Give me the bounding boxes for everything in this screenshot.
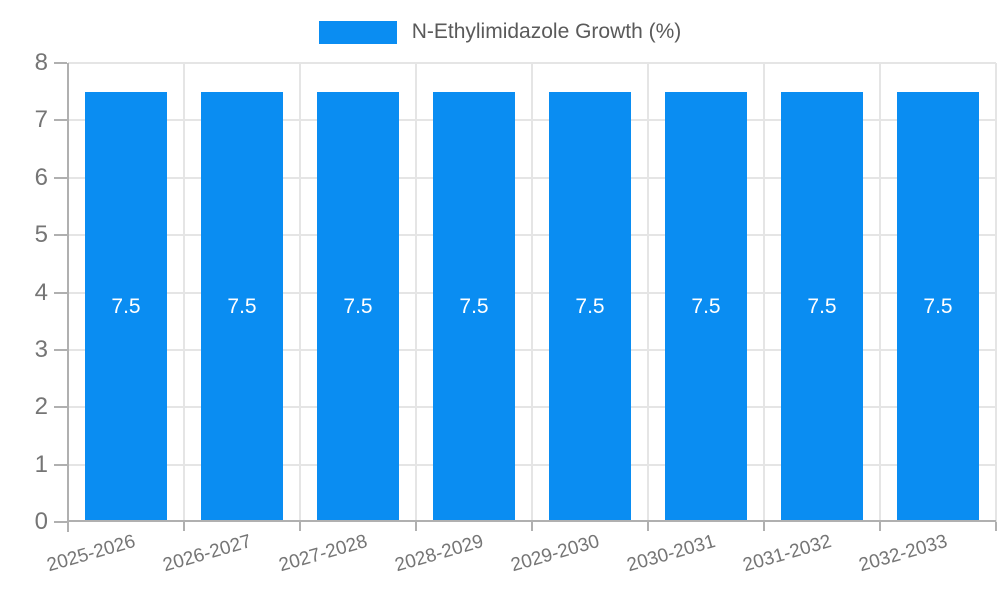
x-tick-mark xyxy=(67,522,69,531)
y-tick-label: 8 xyxy=(34,49,48,76)
y-tick-label: 3 xyxy=(34,335,48,363)
y-tick-label: 7 xyxy=(34,106,48,134)
v-gridline xyxy=(531,63,533,522)
x-tick-mark xyxy=(647,522,649,531)
bar-value-label: 7.5 xyxy=(343,294,373,318)
legend-label: N-Ethylimidazole Growth (%) xyxy=(411,20,682,43)
x-axis-line xyxy=(68,520,996,522)
y-tick-label: 4 xyxy=(34,278,48,306)
bar-value-label: 7.5 xyxy=(923,294,953,318)
v-gridline xyxy=(763,63,765,522)
bar[interactable]: 7.5 xyxy=(549,91,631,522)
bar[interactable]: 7.5 xyxy=(897,91,979,522)
x-tick-mark xyxy=(183,522,185,531)
bar[interactable]: 7.5 xyxy=(201,91,283,522)
y-axis-line xyxy=(67,63,69,532)
x-tick-mark xyxy=(415,522,417,531)
bar[interactable]: 7.5 xyxy=(85,91,167,522)
bar[interactable]: 7.5 xyxy=(433,91,515,522)
bar-value-label: 7.5 xyxy=(111,294,141,318)
v-gridline xyxy=(647,63,649,522)
y-tick-label: 0 xyxy=(34,508,48,535)
y-tick-label: 6 xyxy=(34,163,48,191)
bar[interactable]: 7.5 xyxy=(317,91,399,522)
bar-value-label: 7.5 xyxy=(575,294,605,318)
bar[interactable]: 7.5 xyxy=(781,91,863,522)
v-gridline xyxy=(183,63,185,522)
y-tick-mark xyxy=(54,348,67,351)
y-tick-mark xyxy=(54,62,67,64)
y-tick-mark xyxy=(54,234,67,237)
bar-value-label: 7.5 xyxy=(807,294,837,318)
x-tick-mark xyxy=(531,522,533,531)
v-gridline xyxy=(299,63,301,522)
bar-value-label: 7.5 xyxy=(459,294,489,318)
y-tick-mark xyxy=(54,176,67,179)
v-gridline xyxy=(879,63,881,522)
x-tick-mark xyxy=(763,522,765,531)
y-tick-mark xyxy=(54,291,67,294)
x-tick-mark xyxy=(879,522,881,531)
y-tick-mark xyxy=(54,406,67,409)
legend[interactable]: N-Ethylimidazole Growth (%) xyxy=(0,20,1000,44)
y-tick-mark xyxy=(54,119,67,122)
bar-value-label: 7.5 xyxy=(691,294,721,318)
legend-swatch xyxy=(318,20,397,44)
bar[interactable]: 7.5 xyxy=(665,91,747,522)
y-tick-mark xyxy=(54,521,67,523)
y-tick-label: 5 xyxy=(34,221,48,249)
x-tick-mark xyxy=(995,522,997,531)
y-tick-mark xyxy=(54,463,67,466)
y-tick-label: 1 xyxy=(34,450,48,478)
x-tick-mark xyxy=(299,522,301,531)
bar-value-label: 7.5 xyxy=(227,294,257,318)
v-gridline xyxy=(995,63,997,522)
v-gridline xyxy=(415,63,417,522)
y-tick-label: 2 xyxy=(34,393,48,421)
